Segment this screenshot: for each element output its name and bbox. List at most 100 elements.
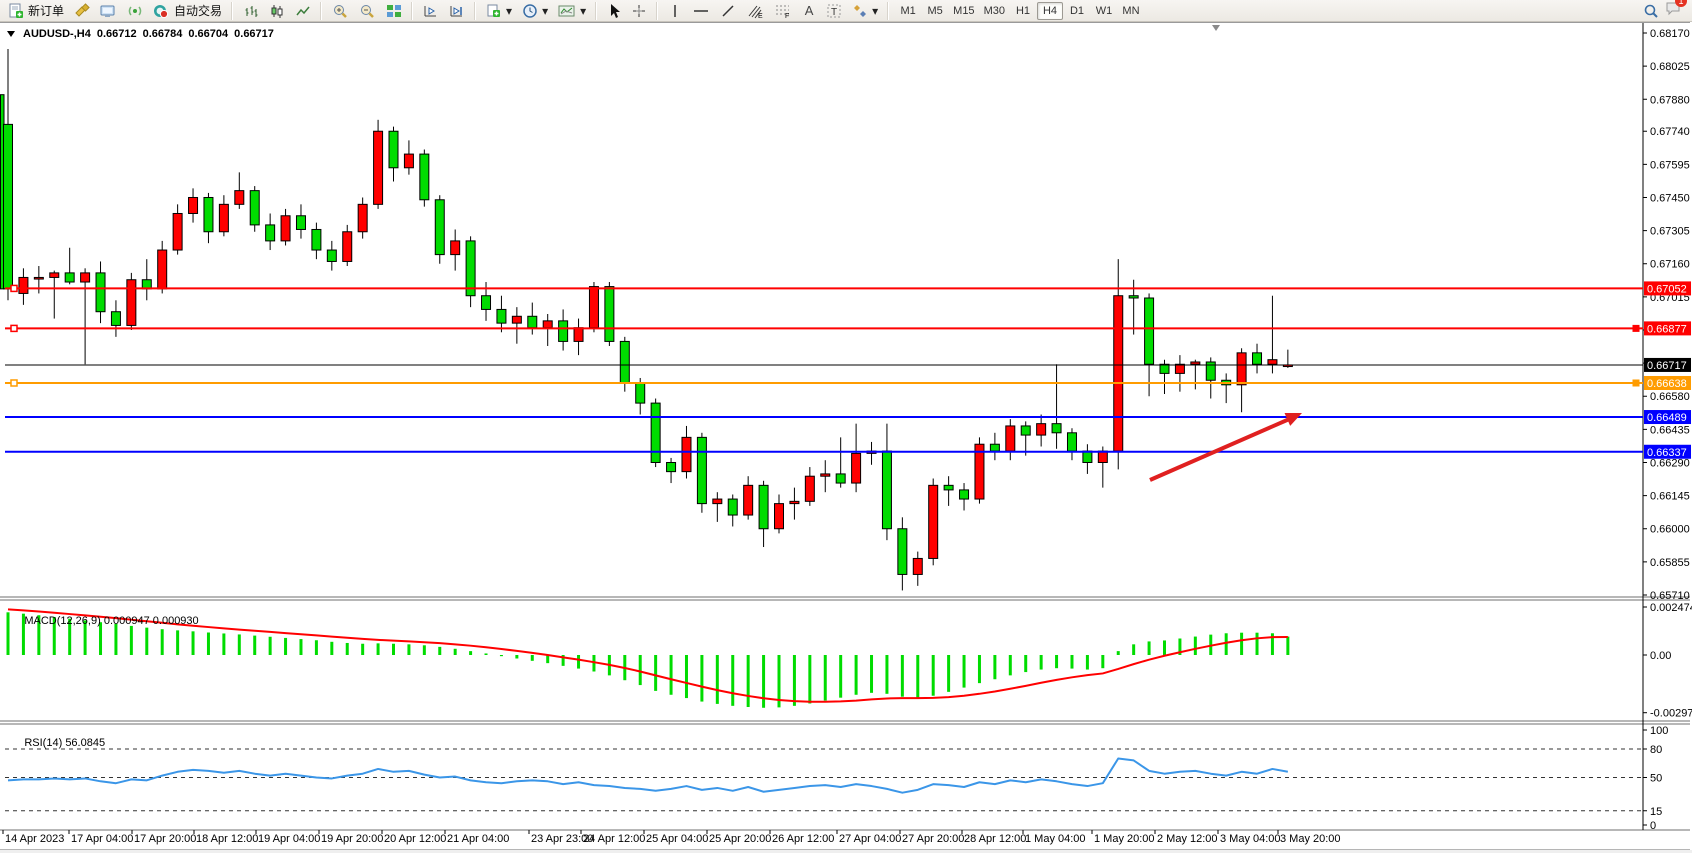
- shift-marker-icon[interactable]: [1212, 25, 1220, 31]
- timeframe-M5[interactable]: M5: [927, 4, 943, 17]
- auto-scroll-icon: [424, 5, 437, 16]
- zoom-in-button[interactable]: [328, 1, 353, 21]
- trendline-icon: [722, 4, 734, 17]
- bullish-candle: [33, 276, 44, 280]
- toolbar-separator: [410, 1, 416, 20]
- time-axis[interactable]: 14 Apr 2023 17 Apr 04:00 17 Apr 20:00 18 Ap…: [2, 830, 1341, 845]
- timeframe-M30[interactable]: M30: [983, 4, 1005, 17]
- time-axis-label: 14 Apr 2023: [5, 833, 64, 845]
- chevron-down-icon: ▾: [542, 3, 549, 18]
- line-handle: [10, 324, 18, 333]
- cursor-tool-button[interactable]: [603, 1, 625, 21]
- label-tool-button[interactable]: T: [822, 1, 846, 21]
- bearish-candle: [989, 443, 1000, 452]
- macd-pane: [6, 608, 1290, 708]
- notifications-button[interactable]: 1: [1665, 0, 1687, 21]
- timeframe-group: M1 M5 M15 M30 H1 H4 D1 W1 MN: [895, 1, 1144, 20]
- rsi-line: [7, 757, 1289, 794]
- candlestick-button[interactable]: [265, 1, 289, 21]
- channel-tool-button[interactable]: E: [742, 1, 768, 21]
- timeframe-W1[interactable]: W1: [1095, 4, 1113, 17]
- chart-canvas[interactable]: 0.68170 0.68025 0.67880 0.67740 0.67595 0.674…: [0, 22, 1692, 853]
- chart-window[interactable]: 0.68170 0.68025 0.67880 0.67740 0.67595 0.674…: [0, 22, 1692, 853]
- trend-arrow-annotation[interactable]: [1149, 413, 1302, 482]
- shapes-dropdown[interactable]: ▾: [848, 1, 882, 21]
- macd-tick-label: -0.002974: [1650, 708, 1692, 720]
- clock-icon: [523, 3, 537, 18]
- price-badge-label: 0.66489: [1647, 412, 1687, 424]
- horizontal-lines[interactable]: 0.67052 0.66877 0.66717 0.66638 0.66489 0.663…: [5, 281, 1691, 459]
- signals-button[interactable]: [123, 1, 147, 21]
- period-dropdown[interactable]: ▾: [518, 1, 552, 21]
- bullish-candle: [789, 500, 800, 505]
- trendline-tool-button[interactable]: [716, 1, 740, 21]
- timeframe-M15[interactable]: M15: [953, 4, 975, 17]
- price-tick-label: 0.67160: [1650, 259, 1690, 271]
- fibonacci-tool-button[interactable]: F: [770, 1, 796, 21]
- crosshair-tool-button[interactable]: [627, 1, 651, 21]
- vline-tool-button[interactable]: [664, 1, 686, 21]
- timeframe-D1[interactable]: D1: [1069, 4, 1084, 17]
- new-chart-icon: [487, 4, 501, 17]
- timeframe-H4[interactable]: H4: [1036, 1, 1063, 20]
- rsi-tick-label: 80: [1650, 744, 1662, 756]
- bearish-candle: [650, 402, 661, 463]
- hline-tool-button[interactable]: [688, 1, 714, 21]
- text-label-icon: T: [827, 4, 841, 18]
- macd-indicator-label: MACD(12,26,9) 0.000947 0.000930: [24, 615, 199, 627]
- time-axis-label: 1 May 04:00: [1025, 833, 1086, 845]
- signal-icon: [128, 6, 142, 15]
- bearish-candle: [326, 249, 337, 262]
- search-icon[interactable]: [1643, 3, 1659, 19]
- bullish-candle: [280, 215, 291, 242]
- new-order-button[interactable]: 新订单: [4, 1, 68, 21]
- high-value: 0.66784: [142, 28, 183, 40]
- rsi-tick-label: 15: [1650, 806, 1662, 818]
- tile-windows-button[interactable]: [382, 1, 406, 21]
- bearish-candle: [604, 286, 615, 342]
- bar-chart-button[interactable]: [239, 1, 263, 21]
- chart-shift-icon: [450, 5, 463, 16]
- template-dropdown[interactable]: ▾: [554, 1, 590, 21]
- bearish-candle: [64, 272, 75, 283]
- auto-scroll-button[interactable]: [419, 1, 443, 21]
- collapse-triangle-icon[interactable]: [7, 31, 15, 37]
- timeframe-H1[interactable]: H1: [1015, 4, 1030, 17]
- price-tick-label: 0.66580: [1650, 391, 1690, 403]
- timeframe-MN[interactable]: MN: [1122, 4, 1140, 17]
- notification-badge: 1: [1675, 0, 1687, 7]
- terminal-button[interactable]: [96, 1, 121, 21]
- autotrading-button[interactable]: 自动交易: [149, 1, 226, 21]
- bullish-candle: [234, 190, 245, 205]
- bullish-candle: [743, 484, 754, 516]
- crosshair-icon: [633, 4, 646, 17]
- time-axis-label: 28 Apr 12:00: [964, 833, 1026, 845]
- new-order-label: 新订单: [28, 4, 65, 18]
- bullish-candle: [172, 212, 183, 251]
- bearish-candle: [558, 320, 569, 342]
- line-chart-button[interactable]: [291, 1, 315, 21]
- price-badge: [1644, 321, 1691, 336]
- line-handle: [10, 379, 18, 387]
- price-badge-label: 0.66337: [1647, 447, 1687, 459]
- text-tool-button[interactable]: A: [798, 1, 820, 21]
- bullish-candle: [712, 498, 723, 505]
- time-axis-label: 24 Apr 12:00: [583, 833, 645, 845]
- bearish-candle: [1020, 425, 1031, 436]
- line-handle: [10, 284, 18, 293]
- toolbar-separator: [655, 1, 661, 20]
- bearish-candle: [419, 153, 430, 201]
- zoom-out-button[interactable]: [355, 1, 380, 21]
- bullish-candle: [1236, 352, 1247, 386]
- price-badge: [1644, 375, 1691, 390]
- bearish-candle: [1144, 297, 1155, 365]
- bearish-candle: [943, 484, 954, 491]
- timeframe-M1[interactable]: M1: [900, 4, 916, 17]
- chart-shift-button[interactable]: [445, 1, 469, 21]
- new-chart-dropdown[interactable]: ▾: [482, 1, 516, 21]
- metaeditor-button[interactable]: [70, 1, 94, 21]
- rsi-pane: [7, 757, 1289, 794]
- price-badge: [1644, 444, 1691, 459]
- time-axis-label: 17 Apr 20:00: [134, 833, 196, 845]
